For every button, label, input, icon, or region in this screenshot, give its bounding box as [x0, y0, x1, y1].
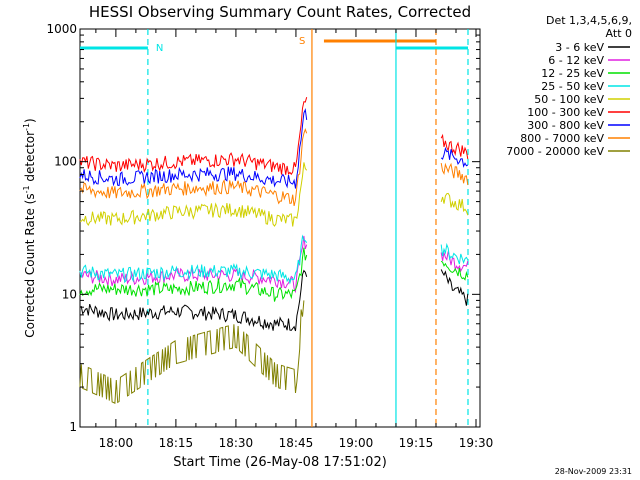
legend-label: 800 - 7000 keV — [520, 132, 604, 145]
plot-frame — [79, 28, 481, 428]
series-line — [440, 242, 469, 265]
series-line — [79, 269, 308, 332]
series-line — [79, 300, 305, 404]
y-axis-label-sup2: -1 — [22, 123, 31, 131]
series-line — [440, 260, 469, 281]
x-tick-label: 18:30 — [219, 436, 254, 450]
series-line — [440, 133, 469, 160]
series-line — [440, 162, 469, 186]
night-marker-label: N — [156, 43, 163, 54]
legend-label: 6 - 12 keV — [548, 54, 604, 67]
x-tick-label: 19:00 — [339, 436, 374, 450]
chart-title: HESSI Observing Summary Count Rates, Cor… — [89, 3, 471, 21]
series-line — [79, 162, 308, 227]
legend-label: 3 - 6 keV — [555, 41, 604, 54]
legend-label: 7000 - 20000 keV — [506, 145, 604, 158]
y-tick-label: 10 — [62, 287, 77, 301]
legend-label: 12 - 25 keV — [541, 67, 604, 80]
series-line — [440, 251, 469, 273]
y-axis-label-main: Corrected Count Rate (s — [23, 193, 37, 337]
y-tick-label: 1000 — [46, 22, 77, 36]
saa-marker-label: S — [299, 36, 305, 47]
marker-lines: NS — [80, 29, 469, 427]
y-tick-label: 1 — [69, 420, 77, 434]
legend-label: 25 - 50 keV — [541, 80, 604, 93]
series-layer — [79, 97, 469, 404]
y-axis-label-sup1: -1 — [22, 185, 31, 193]
y-axis-label: Corrected Count Rate (s-1 detector-1) — [22, 118, 37, 337]
y-axis-label-mid: detector — [23, 131, 37, 186]
x-tick-label: 18:15 — [159, 436, 194, 450]
series-line — [79, 108, 308, 189]
y-axis-label-end: ) — [23, 118, 37, 123]
x-tick-label: 19:15 — [399, 436, 434, 450]
series-line — [440, 192, 469, 216]
series-line — [440, 146, 469, 168]
series-line — [79, 97, 308, 176]
series-line — [79, 234, 308, 285]
legend-title-line1: Det 1,3,4,5,6,9, — [546, 14, 632, 27]
x-axis-ticks: 18:00 18:15 18:30 18:45 19:00 19:15 19:30 — [95, 29, 494, 450]
x-tick-label: 18:00 — [99, 436, 134, 450]
x-axis-label: Start Time (26-May-08 17:51:02) — [173, 455, 387, 470]
series-line — [440, 269, 469, 306]
series-line — [79, 235, 308, 294]
series-line — [79, 128, 308, 207]
y-axis-ticks: 1 10 100 1000 — [46, 22, 480, 434]
x-tick-label: 18:45 — [279, 436, 314, 450]
footer-date: 28-Nov-2009 23:31 — [555, 467, 632, 476]
legend-label: 100 - 300 keV — [527, 106, 604, 119]
x-tick-label: 19:30 — [459, 436, 494, 450]
y-tick-label: 100 — [54, 155, 77, 169]
legend-label: 50 - 100 keV — [534, 93, 604, 106]
legend-title-line2: Att 0 — [606, 27, 632, 40]
legend-label: 300 - 800 keV — [527, 119, 604, 132]
series-line — [79, 247, 308, 302]
